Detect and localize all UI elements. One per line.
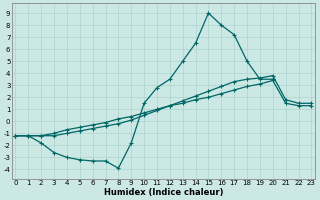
X-axis label: Humidex (Indice chaleur): Humidex (Indice chaleur) xyxy=(104,188,223,197)
